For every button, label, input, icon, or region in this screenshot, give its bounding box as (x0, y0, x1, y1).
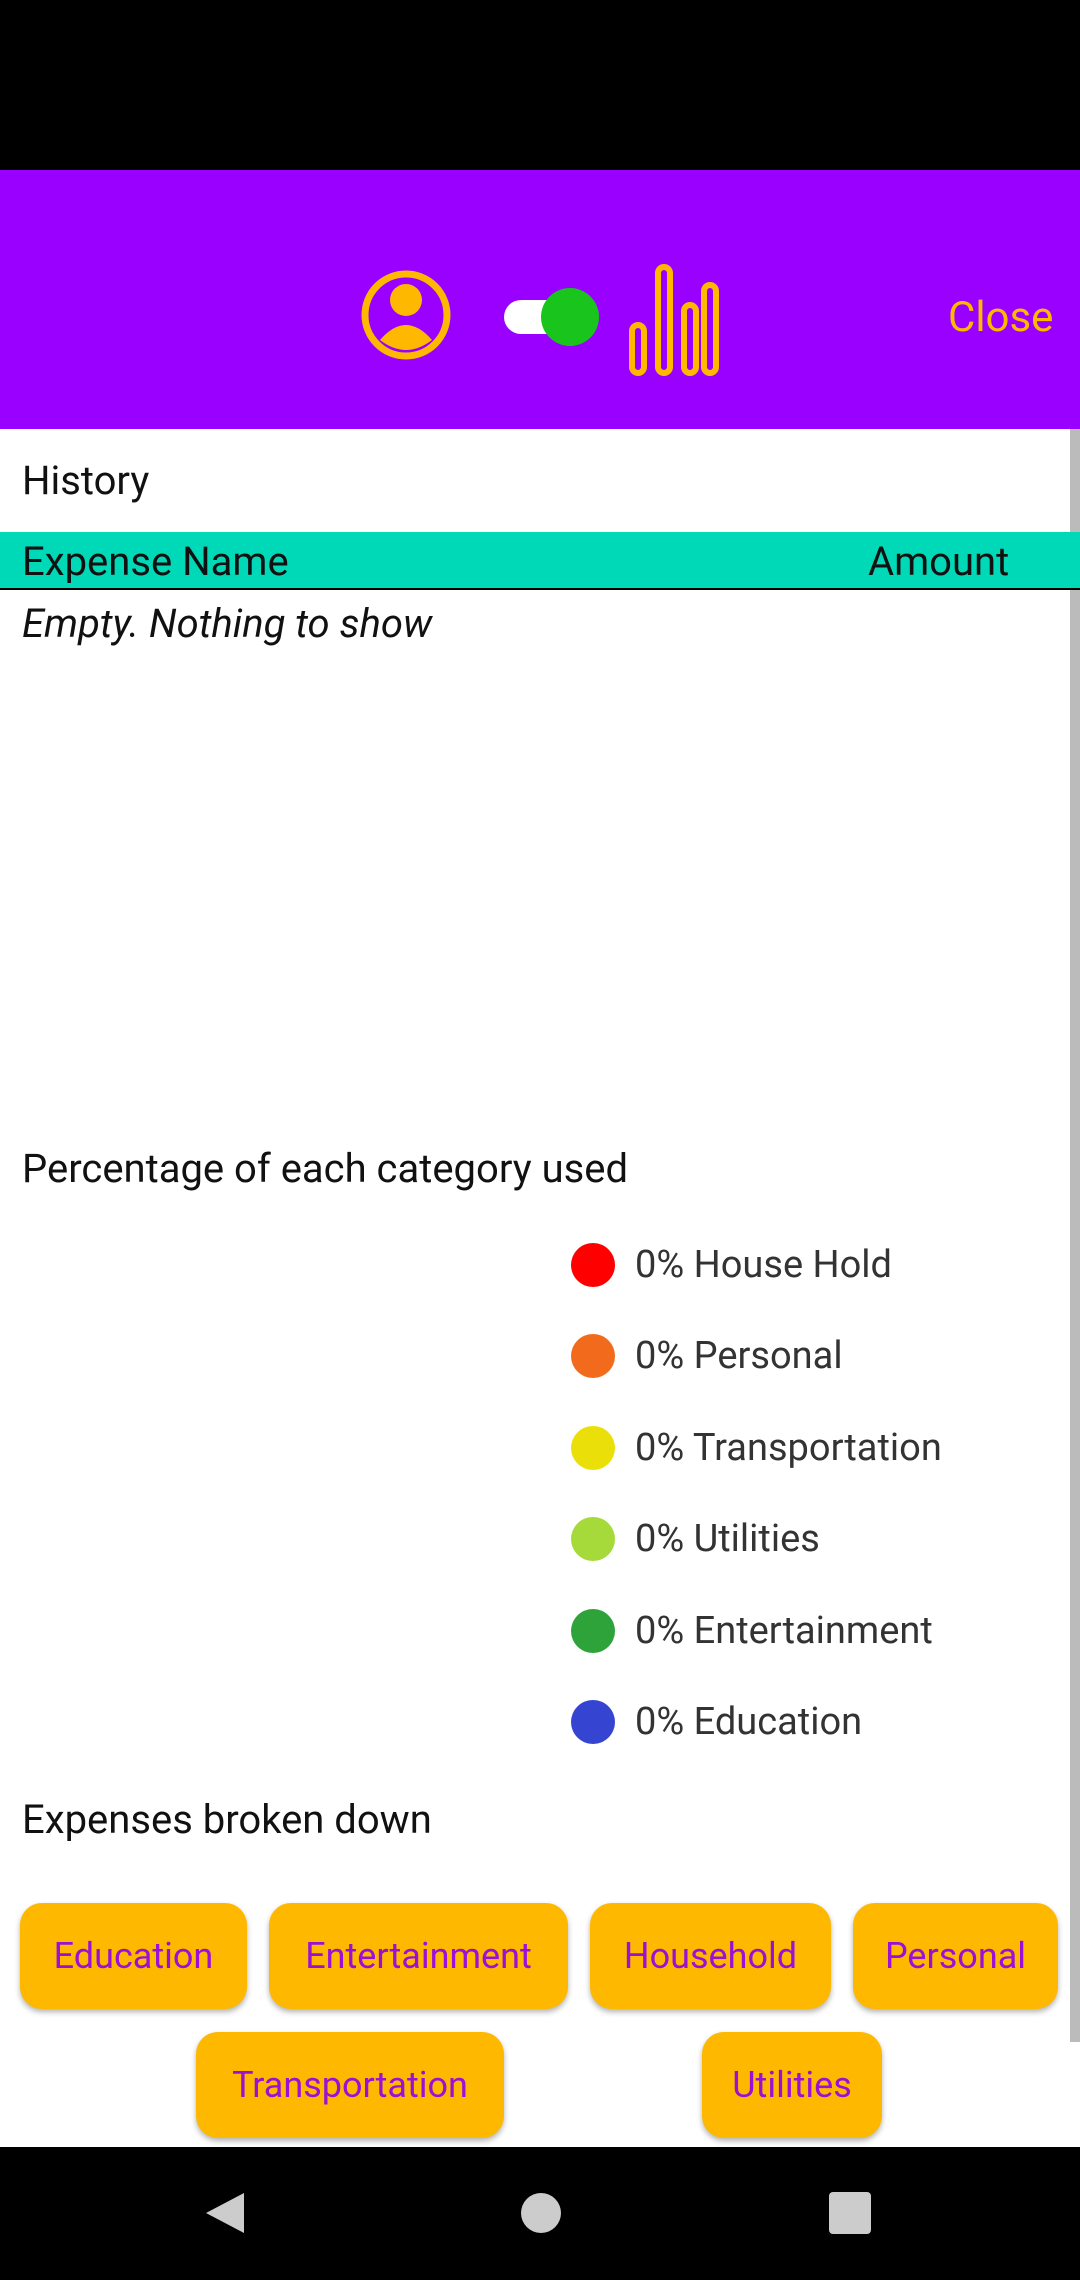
app-bar: Close (0, 170, 1080, 429)
toolbar-icons (361, 264, 719, 376)
legend-dot (571, 1609, 615, 1653)
category-button[interactable]: Entertainment (269, 1903, 568, 2009)
section-title: Expenses broken down (22, 1796, 432, 1843)
column-header: Expense Name (22, 538, 289, 585)
home-button[interactable] (521, 2193, 561, 2233)
legend-label: 0% House Hold (635, 1243, 892, 1287)
profile-icon[interactable] (361, 270, 451, 360)
scrollbar (1070, 429, 1080, 2042)
category-button[interactable]: Transportation (196, 2032, 504, 2138)
legend-label: 0% Transportation (635, 1426, 942, 1470)
toggle-switch[interactable] (504, 288, 599, 346)
legend-dot (571, 1334, 615, 1378)
legend-label: 0% Education (635, 1700, 863, 1744)
legend-dot (571, 1243, 615, 1287)
status-bar (0, 0, 1080, 170)
table-header: Expense Name Amount (0, 532, 1080, 590)
category-button[interactable]: Household (590, 1903, 831, 2009)
category-button[interactable]: Personal (853, 1903, 1058, 2009)
legend-dot (571, 1700, 615, 1744)
nav-bar (0, 2147, 1080, 2280)
legend-label: 0% Utilities (635, 1517, 820, 1561)
column-header: Amount (868, 538, 1010, 585)
close-button[interactable]: Close (948, 293, 1054, 342)
legend-dot (571, 1517, 615, 1561)
empty-message: Empty. Nothing to show (22, 600, 433, 647)
recents-button[interactable] (829, 2192, 871, 2234)
back-button[interactable] (206, 2193, 244, 2233)
section-title: History (22, 457, 150, 504)
legend-dot (571, 1426, 615, 1470)
category-button[interactable]: Education (20, 1903, 247, 2009)
legend-label: 0% Entertainment (635, 1609, 933, 1653)
chart-icon[interactable] (629, 264, 719, 376)
category-button[interactable]: Utilities (702, 2032, 882, 2138)
section-title: Percentage of each category used (22, 1145, 629, 1192)
legend-label: 0% Personal (635, 1334, 843, 1378)
